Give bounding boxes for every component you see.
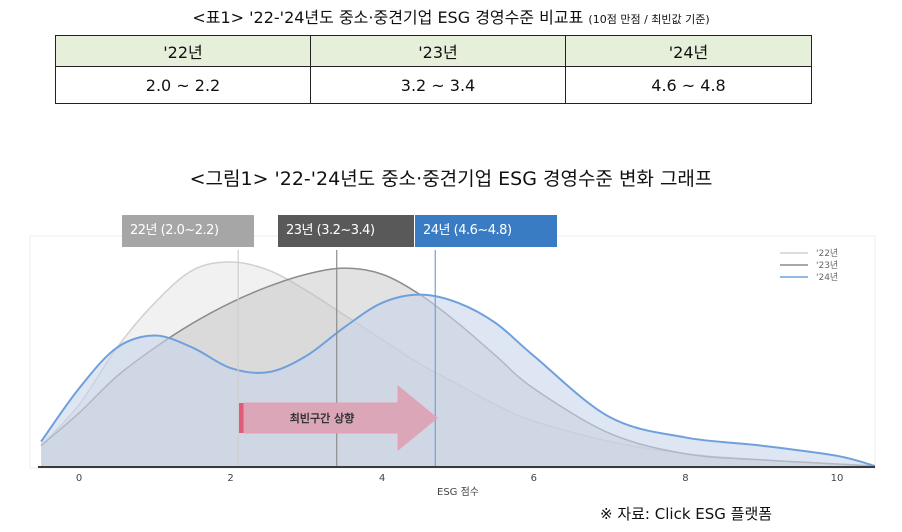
table-cell: 2.0 ~ 2.2 (55, 66, 311, 104)
arrow-label: 최빈구간 상향 (290, 411, 355, 425)
table-title-main: <표1> '22-'24년도 중소·중견기업 ESG 경영수준 비교표 (192, 8, 584, 27)
comparison-table: '22년 '23년 '24년 2.0 ~ 2.2 3.2 ~ 3.4 4.6 ~… (55, 35, 812, 104)
source-note: ※ 자료: Click ESG 플랫폼 (600, 505, 773, 523)
table-header-row: '22년 '23년 '24년 (55, 35, 812, 67)
table-header-cell: '24년 (565, 35, 812, 67)
x-tick-label: 8 (682, 473, 688, 484)
chart-legend: '22년'23년'24년 (780, 248, 838, 283)
series-line-2 (40, 293, 876, 467)
table-cell: 4.6 ~ 4.8 (565, 66, 812, 104)
badge-22: 22년 (2.0~2.2) (122, 215, 254, 247)
arrow-shape (243, 384, 438, 452)
table-row: 2.0 ~ 2.2 3.2 ~ 3.4 4.6 ~ 4.8 (55, 66, 812, 104)
table-cell: 3.2 ~ 3.4 (310, 66, 566, 104)
table-header-cell: '23년 (310, 35, 566, 67)
x-tick-label: 2 (227, 473, 233, 484)
x-ticks: 0 2 4 6 8 10 (76, 473, 844, 484)
x-tick-label: 6 (531, 473, 537, 484)
x-tick-label: 0 (76, 473, 82, 484)
legend-label: '23년 (816, 260, 838, 271)
table-title: <표1> '22-'24년도 중소·중견기업 ESG 경영수준 비교표 (10점… (0, 4, 902, 28)
badge-23: 23년 (3.2~3.4) (278, 215, 414, 247)
legend-label: '24년 (816, 272, 838, 283)
x-axis-label: ESG 점수 (437, 486, 479, 498)
x-tick-label: 4 (379, 473, 385, 484)
badge-24: 24년 (4.6~4.8) (415, 215, 557, 247)
table-header-cell: '22년 (55, 35, 311, 67)
x-tick-label: 10 (831, 473, 844, 484)
arrow-tail-stripe (239, 403, 247, 433)
legend-label: '22년 (816, 248, 838, 259)
arrow-group: 최빈구간 상향 (239, 384, 438, 452)
figure-title: <그림1> '22-'24년도 중소·중견기업 ESG 경영수준 변화 그래프 (189, 168, 713, 190)
table-title-note: (10점 만점 / 최빈값 기준) (588, 13, 710, 26)
